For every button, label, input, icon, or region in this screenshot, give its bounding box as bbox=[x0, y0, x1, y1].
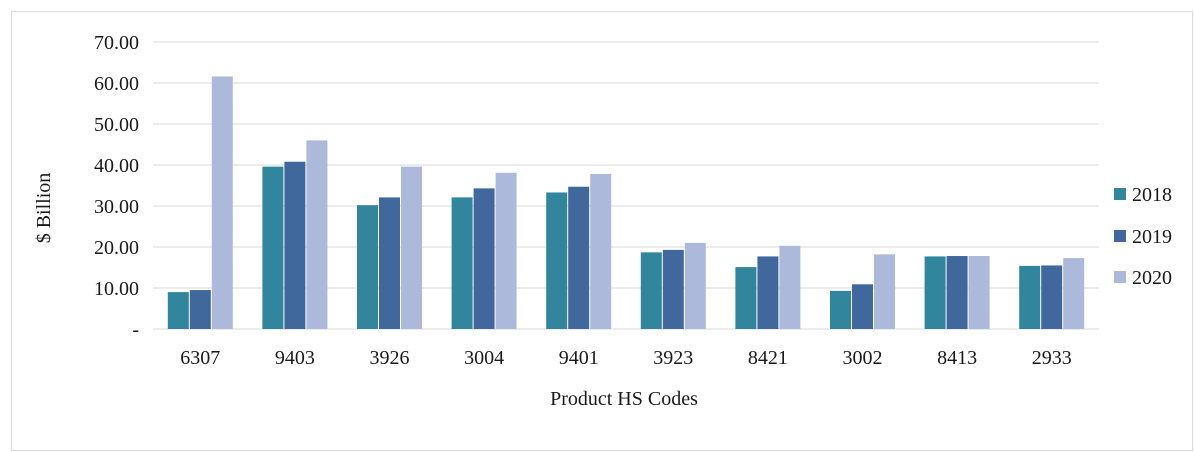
y-axis-ticks: - 10.00 20.00 30.00 40.00 50.00 60.00 70.00 bbox=[94, 32, 139, 341]
legend-swatch-2018 bbox=[1114, 188, 1126, 200]
bar-2018-6307 bbox=[167, 292, 189, 329]
x-tick-label: 3926 bbox=[370, 347, 410, 369]
y-tick-label: - bbox=[132, 319, 139, 341]
legend-label-2019: 2019 bbox=[1132, 226, 1172, 248]
x-axis-ticks: 6307 9403 3926 3004 9401 3923 8421 3002 8413 2933 bbox=[180, 347, 1071, 369]
bars bbox=[167, 76, 1085, 329]
bar-2020-2933 bbox=[1063, 258, 1085, 329]
x-tick-label: 3002 bbox=[843, 347, 883, 369]
chart-frame bbox=[11, 11, 1193, 451]
legend-label-2018: 2018 bbox=[1132, 184, 1172, 206]
y-tick-label: 40.00 bbox=[94, 155, 139, 177]
bar-2020-3923 bbox=[684, 242, 706, 329]
bar-2018-3926 bbox=[357, 205, 378, 329]
bar-2018-8413 bbox=[924, 256, 946, 329]
x-tick-label: 3923 bbox=[653, 347, 693, 369]
bar-2020-3004 bbox=[495, 172, 517, 329]
bar-2019-9403 bbox=[284, 161, 306, 329]
y-tick-label: 60.00 bbox=[94, 73, 139, 95]
y-tick-label: 10.00 bbox=[94, 278, 139, 300]
bar-2019-3002 bbox=[852, 284, 873, 329]
bar-2020-8421 bbox=[779, 245, 801, 329]
legend-swatch-2020 bbox=[1114, 271, 1126, 283]
bar-2020-6307 bbox=[211, 76, 233, 329]
x-tick-label: 8413 bbox=[937, 347, 977, 369]
y-tick-label: 70.00 bbox=[94, 32, 139, 54]
x-tick-label: 2933 bbox=[1032, 347, 1072, 369]
x-tick-label: 8421 bbox=[748, 347, 788, 369]
y-tick-label: 30.00 bbox=[94, 196, 139, 218]
bar-2019-8413 bbox=[946, 256, 968, 329]
bar-2020-3926 bbox=[401, 166, 422, 329]
bar-2019-2933 bbox=[1041, 265, 1063, 329]
x-tick-label: 6307 bbox=[180, 347, 220, 369]
y-tick-label: 50.00 bbox=[94, 114, 139, 136]
x-tick-label: 9403 bbox=[275, 347, 315, 369]
bar-2019-3004 bbox=[473, 188, 495, 329]
y-axis-title: $ Billion bbox=[33, 173, 55, 244]
bar-2020-3002 bbox=[874, 254, 895, 329]
x-axis-title: Product HS Codes bbox=[550, 388, 698, 410]
bar-2018-9401 bbox=[546, 192, 568, 329]
bar-2018-9403 bbox=[262, 166, 284, 329]
legend-label-2020: 2020 bbox=[1132, 267, 1172, 289]
x-tick-label: 9401 bbox=[559, 347, 599, 369]
y-tick-label: 20.00 bbox=[94, 237, 139, 259]
bar-2018-8421 bbox=[735, 267, 757, 329]
bar-2019-3926 bbox=[379, 197, 400, 329]
legend: 2018 2019 2020 bbox=[1114, 184, 1172, 289]
bar-2019-6307 bbox=[189, 290, 211, 329]
bar-2019-8421 bbox=[757, 256, 779, 329]
x-tick-label: 3004 bbox=[464, 347, 504, 369]
bar-2019-3923 bbox=[662, 249, 684, 329]
legend-swatch-2019 bbox=[1114, 230, 1126, 242]
bar-2020-9403 bbox=[306, 140, 328, 329]
bar-2019-9401 bbox=[568, 186, 590, 329]
bar-2020-8413 bbox=[968, 256, 990, 329]
bar-2018-3002 bbox=[830, 290, 851, 329]
bar-2018-2933 bbox=[1019, 265, 1041, 329]
bar-2020-9401 bbox=[590, 174, 612, 329]
bar-2018-3004 bbox=[451, 197, 473, 329]
bar-2018-3923 bbox=[640, 252, 662, 329]
